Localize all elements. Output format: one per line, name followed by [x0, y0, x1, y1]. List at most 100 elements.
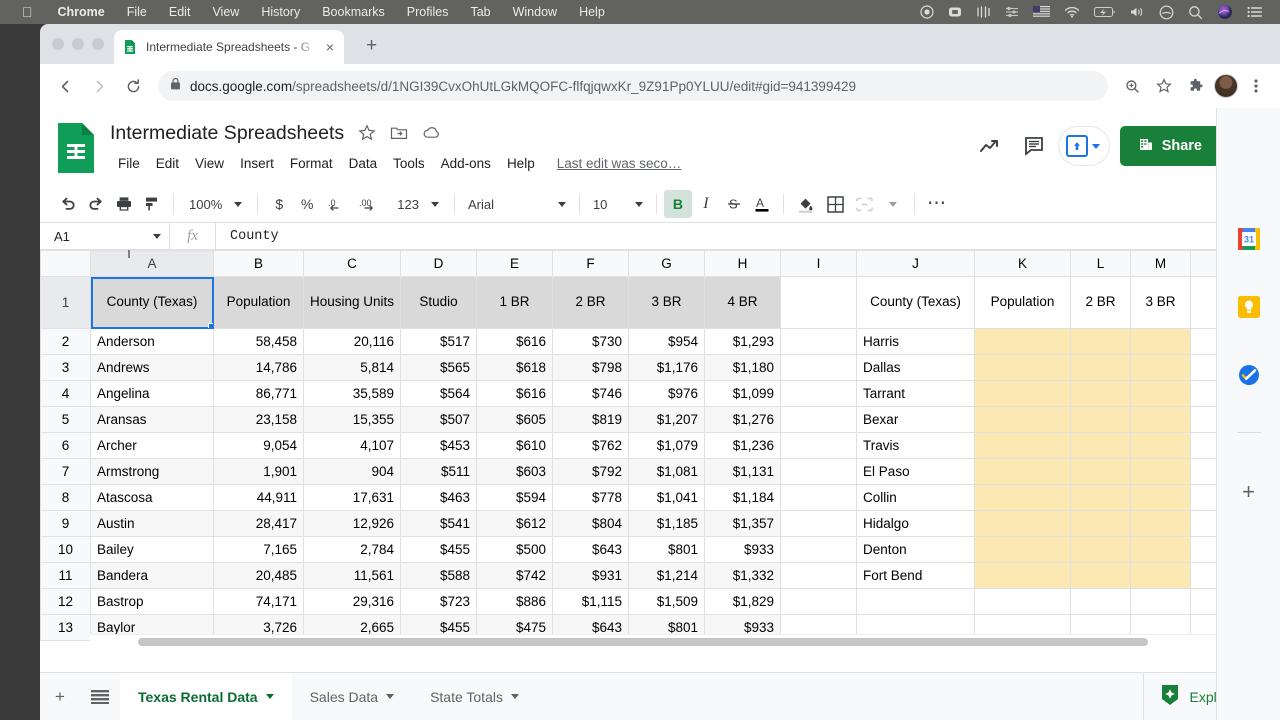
chevron-down-icon[interactable] [265, 694, 274, 699]
column-header-G[interactable]: G [628, 250, 706, 277]
borders-icon[interactable] [821, 190, 850, 218]
cell-M7[interactable] [1130, 458, 1192, 485]
cell-G12[interactable]: $1,509 [628, 588, 706, 615]
cell-G4[interactable]: $976 [628, 380, 706, 407]
cell-I7[interactable] [780, 458, 858, 485]
column-header-L[interactable]: L [1070, 250, 1132, 277]
window-controls[interactable] [52, 38, 104, 50]
cell-G10[interactable]: $801 [628, 536, 706, 563]
cell-H4[interactable]: $1,099 [704, 380, 782, 407]
cell-D2[interactable]: $517 [400, 328, 478, 355]
horizontal-scrollbar[interactable]: ◀ ▶ [90, 634, 1266, 648]
minimize-window-button[interactable] [72, 38, 84, 50]
profile-avatar[interactable] [1214, 74, 1238, 98]
menu-tab[interactable]: Tab [459, 5, 490, 19]
cell-E11[interactable]: $742 [476, 562, 554, 589]
cell-C8[interactable]: 17,631 [302, 484, 402, 511]
control-strip-icon[interactable] [998, 6, 1026, 18]
cell-I9[interactable] [780, 510, 858, 537]
apple-logo-icon[interactable]:  [10, 4, 47, 20]
cell-F1[interactable]: 2 BR [552, 276, 630, 329]
column-header-I[interactable]: I [780, 250, 858, 277]
cell-A6[interactable]: Archer [90, 432, 214, 459]
cell-B6[interactable]: 9,054 [213, 432, 304, 459]
cell-J2[interactable]: Harris [856, 328, 976, 355]
cell-E2[interactable]: $616 [476, 328, 554, 355]
cell-A12[interactable]: Bastrop [90, 588, 214, 615]
cell-K6[interactable] [974, 432, 1072, 459]
close-icon[interactable]: × [325, 39, 334, 55]
cell-I11[interactable] [780, 562, 858, 589]
cell-B3[interactable]: 14,786 [213, 354, 304, 381]
cell-G11[interactable]: $1,214 [628, 562, 706, 589]
cell-A3[interactable]: Andrews [90, 354, 214, 381]
activity-trend-icon[interactable] [970, 126, 1010, 166]
formula-input[interactable]: County [230, 228, 279, 244]
browser-tab-active[interactable]: Intermediate Spreadsheets - G × [114, 30, 344, 64]
notification-center-icon[interactable] [1240, 6, 1270, 18]
column-header-F[interactable]: F [552, 250, 630, 277]
cell-D9[interactable]: $541 [400, 510, 478, 537]
maximize-window-button[interactable] [92, 38, 104, 50]
row-header-13[interactable]: 13 [40, 614, 91, 641]
reload-button[interactable] [118, 71, 148, 101]
cell-A7[interactable]: Armstrong [90, 458, 214, 485]
cell-H11[interactable]: $1,332 [704, 562, 782, 589]
google-keep-icon[interactable] [1237, 296, 1260, 318]
text-color-button[interactable]: A [748, 190, 776, 218]
cell-A2[interactable]: Anderson [90, 328, 214, 355]
cell-I1[interactable] [780, 276, 858, 329]
back-button[interactable] [50, 71, 80, 101]
row-header-12[interactable]: 12 [40, 588, 91, 615]
do-not-disturb-icon[interactable] [1152, 5, 1181, 20]
battery-icon[interactable] [1087, 6, 1123, 18]
cell-C1[interactable]: Housing Units [302, 276, 402, 329]
cell-A5[interactable]: Aransas [90, 406, 214, 433]
extensions-icon[interactable] [1182, 72, 1210, 100]
row-header-11[interactable]: 11 [40, 562, 91, 589]
cell-I3[interactable] [780, 354, 858, 381]
font-family-select[interactable]: Arial [462, 197, 572, 212]
cell-C10[interactable]: 2,784 [302, 536, 402, 563]
sheets-menu-tools[interactable]: Tools [393, 155, 425, 171]
sheets-menu-file[interactable]: File [118, 155, 140, 171]
row-header-2[interactable]: 2 [40, 328, 91, 355]
cell-J8[interactable]: Collin [856, 484, 976, 511]
siri-icon[interactable] [1210, 4, 1240, 20]
column-header-C[interactable]: C [302, 250, 402, 277]
cell-H5[interactable]: $1,276 [704, 406, 782, 433]
cell-C12[interactable]: 29,316 [302, 588, 402, 615]
column-a-resize-handle[interactable] [128, 250, 130, 258]
cell-F9[interactable]: $804 [552, 510, 630, 537]
cell-F6[interactable]: $762 [552, 432, 630, 459]
cell-G6[interactable]: $1,079 [628, 432, 706, 459]
cell-D4[interactable]: $564 [400, 380, 478, 407]
search-icon[interactable] [1181, 5, 1210, 20]
overflow-menu-icon[interactable] [1242, 72, 1270, 100]
chevron-down-icon[interactable] [386, 694, 395, 699]
google-calendar-icon[interactable]: 31 [1237, 228, 1260, 250]
row-header-9[interactable]: 9 [40, 510, 91, 537]
cell-D7[interactable]: $511 [400, 458, 478, 485]
sheets-menu-insert[interactable]: Insert [240, 155, 274, 171]
menu-bookmarks[interactable]: Bookmarks [311, 5, 385, 19]
cell-B8[interactable]: 44,911 [213, 484, 304, 511]
cell-B11[interactable]: 20,485 [213, 562, 304, 589]
row-header-5[interactable]: 5 [40, 406, 91, 433]
cell-B1[interactable]: Population [213, 276, 304, 329]
cell-L1[interactable]: 2 BR [1070, 276, 1132, 329]
column-header-J[interactable]: J [856, 250, 976, 277]
menu-help[interactable]: Help [568, 5, 605, 19]
cell-H2[interactable]: $1,293 [704, 328, 782, 355]
sheet-tab-sales-data[interactable]: Sales Data [292, 673, 412, 720]
column-header-D[interactable]: D [400, 250, 478, 277]
column-header-H[interactable]: H [704, 250, 782, 277]
share-button[interactable]: Share [1119, 126, 1220, 166]
cell-G5[interactable]: $1,207 [628, 406, 706, 433]
bold-button[interactable]: B [663, 190, 692, 218]
cell-F12[interactable]: $1,115 [552, 588, 630, 615]
volume-icon[interactable] [1123, 6, 1152, 18]
new-tab-button[interactable]: + [366, 35, 378, 56]
cell-J9[interactable]: Hidalgo [856, 510, 976, 537]
cell-B12[interactable]: 74,171 [213, 588, 304, 615]
